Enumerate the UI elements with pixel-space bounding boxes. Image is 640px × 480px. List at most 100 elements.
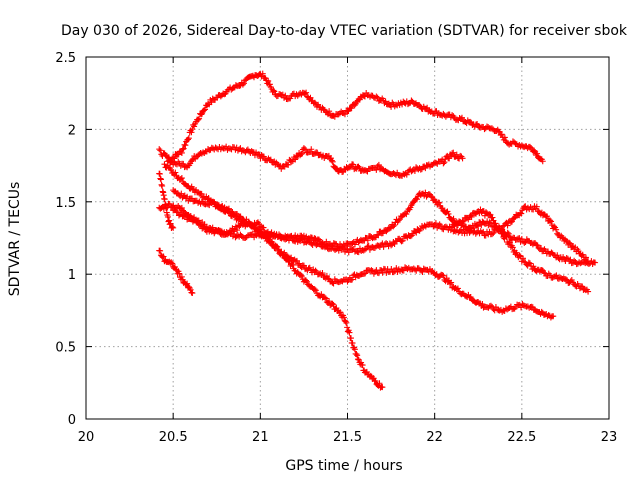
data-point [592, 259, 599, 266]
data-point [534, 150, 541, 157]
y-tick-label: 1.5 [55, 196, 76, 211]
data-point [585, 288, 592, 295]
series-arc-upper [156, 143, 466, 179]
data-point [303, 89, 310, 96]
data-point [533, 203, 540, 210]
data-point [373, 93, 380, 100]
data-point [398, 238, 405, 245]
data-point [285, 161, 292, 168]
data-point [547, 217, 554, 224]
data-point [167, 220, 174, 227]
data-point [413, 196, 420, 203]
data-point [329, 300, 336, 307]
data-point [344, 324, 351, 331]
data-point [213, 145, 220, 152]
data-point [179, 146, 186, 153]
data-point [518, 210, 525, 217]
x-axis-label: GPS time / hours [285, 458, 402, 474]
data-point [166, 221, 173, 228]
data-point [459, 155, 466, 162]
data-point [184, 136, 191, 143]
data-point [311, 286, 318, 293]
data-point [516, 252, 523, 259]
data-point [539, 158, 546, 165]
data-point [178, 204, 185, 211]
data-point [362, 270, 369, 277]
grid-lines [86, 57, 609, 419]
data-point [198, 111, 205, 118]
data-point [302, 146, 309, 153]
data-point [196, 221, 203, 228]
data-point [185, 135, 192, 142]
data-point [364, 237, 371, 244]
data-point [160, 253, 167, 260]
data-point [298, 273, 305, 280]
data-point [553, 226, 560, 233]
data-point [375, 232, 382, 239]
data-point [157, 175, 164, 182]
data-point [312, 267, 319, 274]
data-point [265, 77, 272, 84]
data-point [278, 248, 285, 255]
data-point [156, 170, 163, 177]
data-point [259, 70, 266, 77]
data-point [311, 99, 318, 106]
data-point [509, 244, 516, 251]
data-point [499, 230, 506, 237]
data-markers [156, 70, 599, 391]
data-point [359, 362, 366, 369]
data-point [189, 157, 196, 164]
data-point [582, 254, 589, 261]
data-point [403, 211, 410, 218]
data-point [448, 279, 455, 286]
data-point [571, 257, 578, 264]
data-point [351, 346, 358, 353]
data-point [567, 256, 574, 263]
data-point [376, 380, 383, 387]
data-point [308, 146, 315, 153]
data-point [330, 301, 337, 308]
data-point [156, 146, 163, 153]
series-arc-descending-2 [170, 187, 386, 391]
data-point [468, 213, 475, 220]
data-point [287, 95, 294, 102]
data-point [503, 234, 510, 241]
x-tick-label: 20 [78, 430, 95, 445]
data-point [234, 227, 241, 234]
data-point [526, 260, 533, 267]
data-point [450, 149, 457, 156]
y-tick-label: 0.5 [55, 341, 76, 356]
data-point [164, 213, 171, 220]
data-point [524, 204, 531, 211]
data-point [416, 102, 423, 109]
data-point [319, 270, 326, 277]
data-point [548, 218, 555, 225]
data-point [475, 223, 482, 230]
data-point [504, 229, 511, 236]
data-point [437, 222, 444, 229]
data-point [543, 213, 550, 220]
data-point [271, 88, 278, 95]
data-point [379, 230, 386, 237]
data-point [239, 81, 246, 88]
data-point [322, 295, 329, 302]
data-point [506, 238, 513, 245]
data-point [346, 329, 353, 336]
data-point [161, 196, 168, 203]
data-point [440, 272, 447, 279]
data-point [191, 123, 198, 130]
data-point [526, 143, 533, 150]
data-point [436, 199, 443, 206]
data-point [282, 92, 289, 99]
data-point [467, 118, 474, 125]
y-axis-label: SDTVAR / TECUs [7, 182, 23, 297]
data-point [441, 159, 448, 166]
data-point [260, 153, 267, 160]
chart-title: Day 030 of 2026, Sidereal Day-to-day VTE… [61, 23, 628, 39]
data-point [229, 209, 236, 216]
data-point [199, 110, 206, 117]
data-point [439, 205, 446, 212]
data-point [447, 280, 454, 287]
data-point [312, 287, 319, 294]
